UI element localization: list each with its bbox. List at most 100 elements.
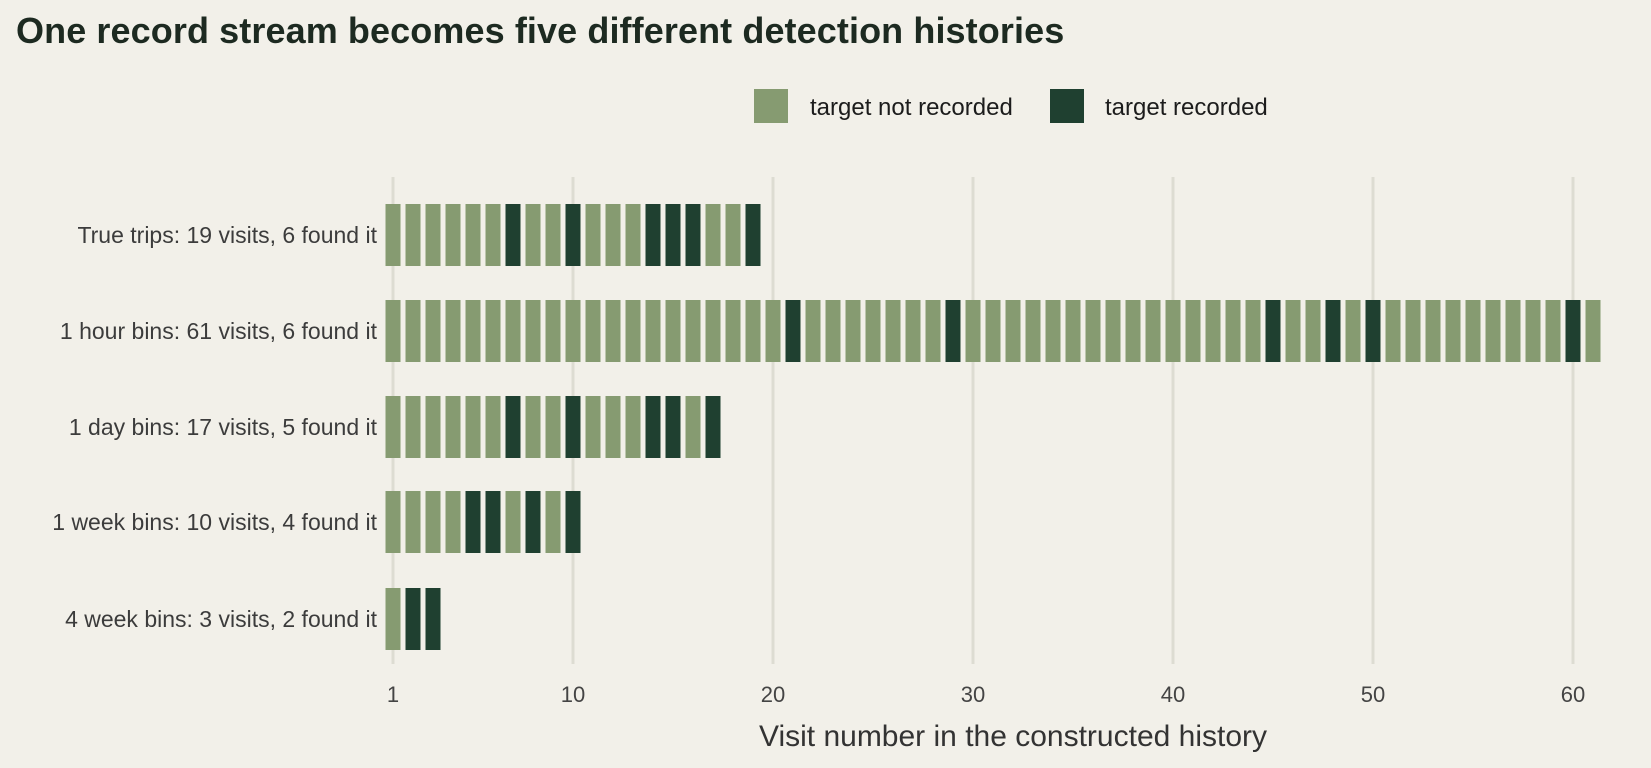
- category-label: True trips: 19 visits, 6 found it: [77, 222, 377, 248]
- visit-tile-not-recorded: [465, 204, 481, 266]
- visit-tile-not-recorded: [1385, 300, 1401, 362]
- visit-tile-not-recorded: [1445, 300, 1461, 362]
- visit-tile-not-recorded: [505, 491, 521, 553]
- visit-tile-not-recorded: [1405, 300, 1421, 362]
- visit-tile-not-recorded: [405, 396, 421, 458]
- visit-tile-recorded: [565, 396, 581, 458]
- visit-tile-recorded: [465, 491, 481, 553]
- visit-tile-not-recorded: [1485, 300, 1501, 362]
- visit-tile-not-recorded: [1045, 300, 1061, 362]
- visit-tile-not-recorded: [605, 204, 621, 266]
- x-axis-title: Visit number in the constructed history: [759, 720, 1267, 753]
- visit-tile-not-recorded: [605, 300, 621, 362]
- visit-tile-recorded: [745, 204, 761, 266]
- visit-tile-recorded: [405, 588, 421, 650]
- visit-tile-not-recorded: [985, 300, 1001, 362]
- visit-tile-not-recorded: [625, 300, 641, 362]
- visit-tile-not-recorded: [1545, 300, 1561, 362]
- visit-tile-not-recorded: [705, 300, 721, 362]
- legend-label-not-recorded: target not recorded: [810, 94, 1013, 121]
- visit-tile-recorded: [565, 204, 581, 266]
- visit-tile-recorded: [705, 396, 721, 458]
- x-tick-label: 1: [387, 682, 399, 707]
- visit-tile-not-recorded: [445, 204, 461, 266]
- visit-tile-not-recorded: [425, 204, 441, 266]
- visit-tile-not-recorded: [485, 204, 501, 266]
- x-tick-label: 30: [961, 682, 985, 707]
- visit-tile-not-recorded: [525, 300, 541, 362]
- visit-tile-not-recorded: [805, 300, 821, 362]
- visit-tile-recorded: [1325, 300, 1341, 362]
- visit-tile-not-recorded: [405, 300, 421, 362]
- legend-swatch-not-recorded: [754, 89, 788, 123]
- legend: target not recorded target recorded: [754, 89, 1268, 123]
- visit-tile-not-recorded: [605, 396, 621, 458]
- visit-tile-not-recorded: [485, 300, 501, 362]
- x-tick-label: 60: [1561, 682, 1585, 707]
- visit-tile-not-recorded: [885, 300, 901, 362]
- visit-tile-not-recorded: [425, 300, 441, 362]
- visit-tile-not-recorded: [385, 588, 401, 650]
- x-tick-label: 40: [1161, 682, 1185, 707]
- legend-swatch-recorded: [1050, 89, 1084, 123]
- legend-label-recorded: target recorded: [1105, 94, 1268, 121]
- visit-tile-not-recorded: [825, 300, 841, 362]
- visit-tile-not-recorded: [405, 491, 421, 553]
- x-axis-ticks: 1 10 20 30 40 50 60: [387, 682, 1585, 707]
- visit-tile-not-recorded: [625, 396, 641, 458]
- visit-tile-not-recorded: [545, 491, 561, 553]
- visit-tile-not-recorded: [385, 300, 401, 362]
- visit-tile-not-recorded: [465, 396, 481, 458]
- visit-tile-not-recorded: [445, 491, 461, 553]
- visit-tile-not-recorded: [685, 300, 701, 362]
- visit-tile-not-recorded: [625, 204, 641, 266]
- category-labels: True trips: 19 visits, 6 found it 1 hour …: [52, 222, 377, 632]
- visit-tile-recorded: [645, 396, 661, 458]
- category-label: 1 hour bins: 61 visits, 6 found it: [60, 318, 378, 344]
- visit-tile-not-recorded: [1125, 300, 1141, 362]
- visit-tile-not-recorded: [585, 396, 601, 458]
- visit-tile-recorded: [485, 491, 501, 553]
- visit-tile-not-recorded: [585, 300, 601, 362]
- visit-tile-not-recorded: [1425, 300, 1441, 362]
- visit-tile-not-recorded: [1105, 300, 1121, 362]
- visit-tile-not-recorded: [765, 300, 781, 362]
- visit-tile-not-recorded: [405, 204, 421, 266]
- visit-tile-recorded: [565, 491, 581, 553]
- visit-tile-not-recorded: [1465, 300, 1481, 362]
- visit-tile-not-recorded: [1025, 300, 1041, 362]
- visit-tile-not-recorded: [1145, 300, 1161, 362]
- visit-tile-not-recorded: [1585, 300, 1601, 362]
- visit-tile-not-recorded: [425, 396, 441, 458]
- visit-tile-not-recorded: [445, 396, 461, 458]
- visit-tile-not-recorded: [725, 204, 741, 266]
- visit-tile-not-recorded: [1285, 300, 1301, 362]
- visit-tile-not-recorded: [1065, 300, 1081, 362]
- visit-tile-recorded: [945, 300, 961, 362]
- visit-tile-not-recorded: [865, 300, 881, 362]
- visit-tile-not-recorded: [385, 204, 401, 266]
- visit-tile-not-recorded: [965, 300, 981, 362]
- x-tick-label: 20: [761, 682, 785, 707]
- chart-title: One record stream becomes five different…: [16, 10, 1065, 51]
- visit-tile-not-recorded: [1205, 300, 1221, 362]
- x-tick-label: 50: [1361, 682, 1385, 707]
- visit-tile-not-recorded: [505, 300, 521, 362]
- visit-tile-not-recorded: [1345, 300, 1361, 362]
- visit-tile-not-recorded: [1225, 300, 1241, 362]
- visit-tile-recorded: [665, 204, 681, 266]
- visit-tile-not-recorded: [525, 204, 541, 266]
- visit-tile-not-recorded: [1305, 300, 1321, 362]
- visit-tile-not-recorded: [725, 300, 741, 362]
- visit-tile-not-recorded: [1505, 300, 1521, 362]
- visit-tile-not-recorded: [445, 300, 461, 362]
- visit-tile-recorded: [505, 204, 521, 266]
- visit-tiles: [385, 204, 1601, 650]
- visit-tile-recorded: [665, 396, 681, 458]
- visit-tile-not-recorded: [385, 396, 401, 458]
- visit-tile-not-recorded: [545, 204, 561, 266]
- visit-tile-not-recorded: [465, 300, 481, 362]
- visit-tile-not-recorded: [1085, 300, 1101, 362]
- visit-tile-not-recorded: [905, 300, 921, 362]
- visit-tile-not-recorded: [1525, 300, 1541, 362]
